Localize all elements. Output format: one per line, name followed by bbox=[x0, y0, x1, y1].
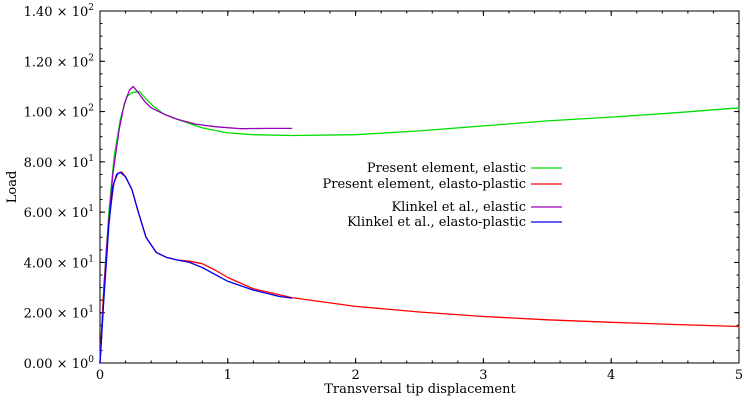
series-line-3 bbox=[99, 85, 293, 364]
y-tick-exponent: 1 bbox=[88, 305, 94, 315]
y-tick-label: 8.00 × 101 bbox=[24, 154, 94, 171]
y-tick-label: 2.00 × 101 bbox=[24, 305, 94, 322]
legend-label-4: Klinkel et al., elasto-plastic bbox=[347, 215, 526, 230]
y-tick-exponent: 1 bbox=[88, 254, 94, 264]
series-line-4 bbox=[99, 171, 293, 364]
y-tick-exponent: 2 bbox=[88, 3, 94, 13]
y-tick-exponent: 2 bbox=[88, 53, 94, 63]
y-tick-label: 1.20 × 102 bbox=[24, 53, 94, 70]
x-tick-label: 1 bbox=[224, 368, 232, 383]
legend-label-1: Present element, elastic bbox=[367, 161, 526, 176]
plot-area bbox=[99, 85, 740, 364]
y-tick-label: 1.00 × 102 bbox=[24, 104, 94, 121]
y-tick-mantissa: 0.00 × 10 bbox=[24, 357, 89, 372]
y-tick-mantissa: 4.00 × 10 bbox=[24, 256, 89, 271]
y-axis-label: Load bbox=[5, 171, 20, 204]
legend-label-3: Klinkel et al., elastic bbox=[391, 200, 526, 215]
x-tick-label: 5 bbox=[735, 368, 743, 383]
y-tick-mantissa: 1.20 × 10 bbox=[24, 55, 89, 70]
y-tick-label: 1.40 × 102 bbox=[24, 3, 94, 20]
x-tick-label: 2 bbox=[351, 368, 359, 383]
y-tick-mantissa: 6.00 × 10 bbox=[24, 206, 89, 221]
x-tick-label: 4 bbox=[607, 368, 615, 383]
x-tick-label: 0 bbox=[96, 368, 104, 383]
y-tick-mantissa: 1.00 × 10 bbox=[24, 106, 89, 121]
y-tick-exponent: 0 bbox=[88, 355, 94, 365]
legend-label-2: Present element, elasto-plastic bbox=[323, 177, 526, 192]
x-tick-label: 3 bbox=[479, 368, 487, 383]
y-tick-exponent: 1 bbox=[88, 204, 94, 214]
y-tick-label: 4.00 × 101 bbox=[24, 254, 94, 271]
y-tick-exponent: 2 bbox=[88, 104, 94, 114]
y-tick-label: 6.00 × 101 bbox=[24, 204, 94, 221]
y-tick-mantissa: 2.00 × 10 bbox=[24, 307, 89, 322]
y-tick-mantissa: 1.40 × 10 bbox=[24, 5, 89, 20]
x-axis-label: Transversal tip displacement bbox=[324, 382, 516, 397]
y-tick-label: 0.00 × 100 bbox=[24, 355, 95, 372]
y-tick-exponent: 1 bbox=[88, 154, 94, 164]
y-tick-mantissa: 8.00 × 10 bbox=[24, 156, 89, 171]
